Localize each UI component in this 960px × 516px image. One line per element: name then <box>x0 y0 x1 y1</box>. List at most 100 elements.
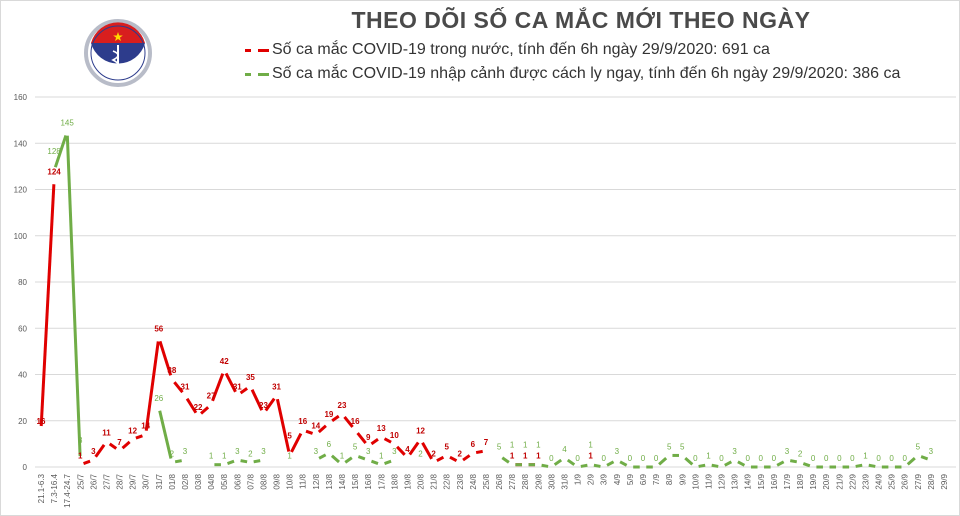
series-imported-segment <box>920 455 929 461</box>
data-label-domestic: 1 <box>510 452 515 461</box>
data-label-imported: 3 <box>615 447 620 456</box>
series-imported-segment <box>318 453 327 460</box>
y-tick-label: 160 <box>14 93 28 102</box>
series-domestic-segment <box>305 429 314 435</box>
data-label-imported: 1 <box>706 452 711 461</box>
data-label-imported: 0 <box>889 454 894 463</box>
series-domestic-segment <box>264 397 276 412</box>
series-imported-segment <box>789 459 798 464</box>
x-tick-label: 08/8 <box>259 473 268 489</box>
x-tick-label: 21/9 <box>835 473 844 489</box>
data-label-imported: 3 <box>785 447 790 456</box>
x-tick-label: 23/8 <box>456 473 465 489</box>
data-label-imported: 1 <box>222 452 227 461</box>
data-label-imported: 3 <box>261 447 266 456</box>
x-tick-label: 28/8 <box>521 473 530 489</box>
series-imported-segment <box>606 460 615 467</box>
data-label-domestic: 19 <box>324 410 333 419</box>
x-tick-label: 13/8 <box>325 473 334 489</box>
data-label-domestic: 31 <box>233 382 242 391</box>
series-domestic-segment <box>331 414 340 422</box>
series-domestic-segment <box>144 341 160 431</box>
x-tick-label: 29/7 <box>129 473 138 489</box>
series-domestic-segment <box>290 432 303 453</box>
series-imported-segment <box>724 460 733 467</box>
series-imported-segment <box>174 459 182 464</box>
x-tick-label: 5/9 <box>626 473 635 485</box>
x-tick-label: 25/9 <box>888 473 897 489</box>
series-imported-segment <box>53 135 68 168</box>
x-tick-label: 25/7 <box>76 473 85 489</box>
series-domestic-segment <box>239 387 248 395</box>
data-label-imported: 0 <box>811 454 816 463</box>
x-tick-label: 26/7 <box>89 473 98 489</box>
series-imported-segment <box>553 458 563 466</box>
x-tick-label: 14/8 <box>338 473 347 489</box>
data-label-domestic: 12 <box>416 426 425 435</box>
x-tick-label: 25/8 <box>482 473 491 489</box>
x-tick-label: 17.4-24.7 <box>63 473 72 507</box>
y-tick-label: 120 <box>14 186 28 195</box>
series-domestic-segment <box>396 445 406 456</box>
x-tick-label: 21/8 <box>430 473 439 489</box>
series-domestic-segment <box>408 441 420 456</box>
series-domestic-segment <box>200 406 210 415</box>
x-tick-label: 06/8 <box>233 473 242 489</box>
series-domestic-segment <box>475 449 483 455</box>
data-label-domestic: 9 <box>366 433 371 442</box>
legend-swatch-red-icon <box>245 45 269 55</box>
data-label-domestic: 1 <box>536 452 541 461</box>
data-label-imported: 1 <box>863 452 868 461</box>
data-label-domestic: 10 <box>390 431 399 440</box>
data-label-domestic: 4 <box>405 445 410 454</box>
series-imported-segment <box>868 463 876 468</box>
series-domestic-segment <box>158 340 173 376</box>
series-domestic-segment <box>436 455 445 462</box>
series-imported-segment <box>855 463 863 468</box>
x-tick-label: 02/8 <box>181 473 190 489</box>
y-tick-label: 20 <box>18 417 27 426</box>
x-tick-label: 05/8 <box>220 473 229 489</box>
x-tick-label: 15/9 <box>757 473 766 489</box>
y-tick-label: 80 <box>18 278 27 287</box>
series-imported-segment <box>253 459 261 464</box>
x-tick-label: 8/9 <box>665 473 674 485</box>
x-tick-label: 11/8 <box>299 473 308 489</box>
data-label-imported: 26 <box>154 394 163 403</box>
chart-title: THEO DÕI SỐ CA MẮC MỚI THEO NGÀY <box>351 7 811 33</box>
data-label-imported: 3 <box>366 447 371 456</box>
data-label-domestic: 27 <box>207 392 216 401</box>
series-domestic-segment <box>462 454 471 462</box>
series-domestic-segment <box>224 372 237 393</box>
data-label-imported: 3 <box>929 447 934 456</box>
series-imported-segment <box>357 455 366 461</box>
legend-label-domestic: Số ca mắc COVID-19 trong nước, tính đến … <box>272 41 770 58</box>
data-label-imported: 0 <box>876 454 881 463</box>
series-imported-segment <box>658 456 668 466</box>
data-label-domestic: 35 <box>246 373 255 382</box>
data-label-imported: 5 <box>353 442 358 451</box>
data-label-domestic: 2 <box>431 449 436 458</box>
x-tick-label: 23/9 <box>861 473 870 489</box>
series-imported-segment <box>580 463 588 468</box>
series-domestic-segment <box>421 441 433 460</box>
x-tick-label: 28/9 <box>927 473 936 489</box>
data-label-imported: 0 <box>549 454 554 463</box>
data-label-imported: 3 <box>314 447 319 456</box>
data-label-imported: 1 <box>588 441 593 450</box>
x-tick-label: 09/8 <box>273 473 282 489</box>
y-tick-label: 100 <box>14 232 28 241</box>
x-tick-label: 29/9 <box>940 473 949 489</box>
x-tick-label: 24/9 <box>875 473 884 489</box>
data-label-domestic: 5 <box>444 442 449 451</box>
series-imported-segment <box>566 458 576 466</box>
ministry-of-health-logo <box>83 15 153 87</box>
series-domestic-segment <box>383 437 392 444</box>
series-domestic-segment <box>39 184 56 427</box>
series-domestic-segment <box>83 459 91 465</box>
x-tick-label: 19/8 <box>403 473 412 489</box>
data-label-domestic: 3 <box>91 447 96 456</box>
series-imported-segment <box>344 456 353 464</box>
